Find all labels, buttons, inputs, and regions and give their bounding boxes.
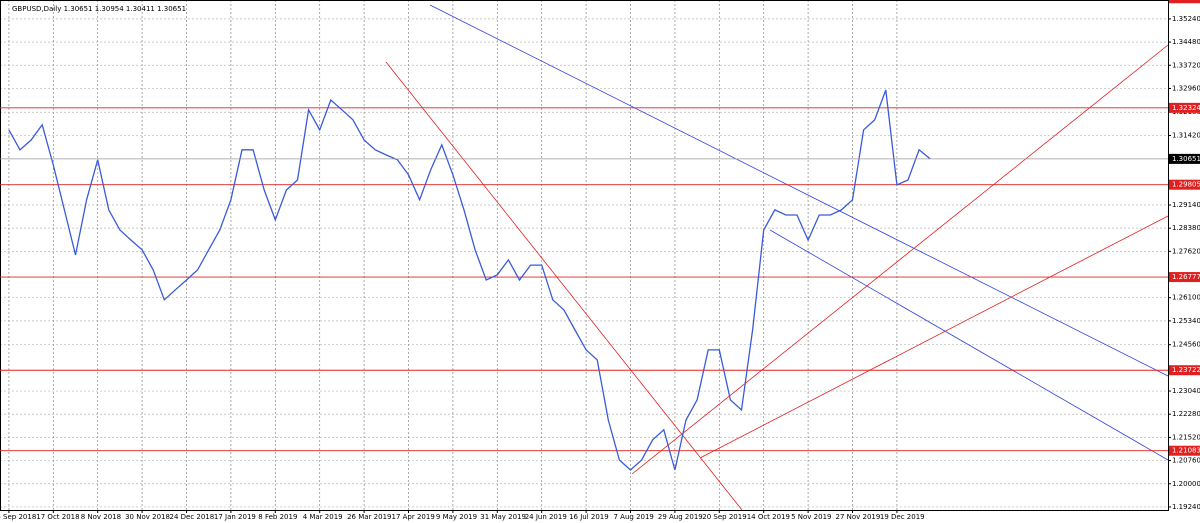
trend-line bbox=[699, 215, 1169, 459]
y-tick-label: 1.33720 bbox=[1172, 61, 1200, 69]
level-label-box bbox=[1169, 445, 1200, 456]
price-line bbox=[8, 89, 931, 471]
x-tick-label: 9 May 2019 bbox=[436, 513, 477, 521]
level-label: 1.26777 bbox=[1172, 273, 1200, 281]
level-label-box bbox=[1169, 365, 1200, 376]
chart-title: GBPUSD,Daily 1.30651 1.30954 1.30411 1.3… bbox=[12, 5, 186, 13]
x-tick-label: 8 Feb 2019 bbox=[258, 513, 297, 521]
level-label-box bbox=[1169, 102, 1200, 113]
level-label-box bbox=[1169, 272, 1200, 283]
x-tick-label: 20 Sep 2019 bbox=[702, 513, 746, 521]
x-tick-label: 7 Aug 2019 bbox=[614, 513, 654, 521]
level-label-box bbox=[1169, 0, 1200, 4]
x-tick-label: 25 Sep 2018 bbox=[0, 513, 36, 521]
y-tick-label: 1.20760 bbox=[1172, 457, 1200, 465]
trend-line bbox=[769, 229, 1169, 461]
level-label: 1.32324 bbox=[1172, 104, 1200, 112]
x-tick-label: 8 Nov 2018 bbox=[81, 513, 121, 521]
x-tick-label: 27 Nov 2019 bbox=[836, 513, 881, 521]
y-tick-label: 1.21520 bbox=[1172, 433, 1200, 441]
y-tick-label: 1.23040 bbox=[1172, 387, 1200, 395]
level-label: 1.29805 bbox=[1172, 181, 1200, 189]
x-tick-label: 26 Mar 2019 bbox=[347, 513, 391, 521]
x-tick-label: 17 Apr 2019 bbox=[392, 513, 435, 521]
y-tick-label: 1.35240 bbox=[1172, 15, 1200, 23]
x-tick-label: 17 Jan 2019 bbox=[214, 513, 256, 521]
grid bbox=[0, 0, 1168, 510]
x-tick-label: 24 Dec 2018 bbox=[170, 513, 215, 521]
last-price-box bbox=[1169, 153, 1200, 164]
trend-line bbox=[429, 4, 1169, 377]
level-label: 1.35918 bbox=[1172, 0, 1200, 2]
x-tick-label: 29 Aug 2019 bbox=[658, 513, 703, 521]
y-tick-label: 1.32960 bbox=[1172, 84, 1200, 92]
trend-line bbox=[631, 44, 1169, 475]
y-tick-label: 1.22280 bbox=[1172, 410, 1200, 418]
x-tick-label: 19 Dec 2019 bbox=[880, 513, 925, 521]
x-tick-label: 4 Mar 2019 bbox=[303, 513, 343, 521]
level-label-box bbox=[1169, 179, 1200, 190]
y-tick-label: 1.24560 bbox=[1172, 341, 1200, 349]
y-tick-label: 1.28380 bbox=[1172, 224, 1200, 232]
plot-border bbox=[0, 0, 1169, 511]
x-tick-label: 5 Nov 2019 bbox=[791, 513, 831, 521]
x-tick-label: 31 May 2019 bbox=[480, 513, 526, 521]
y-tick-label: 1.20000 bbox=[1172, 480, 1200, 488]
x-tick-label: 17 Oct 2018 bbox=[36, 513, 79, 521]
x-tick-label: 14 Oct 2019 bbox=[747, 513, 790, 521]
y-tick-label: 1.25340 bbox=[1172, 317, 1200, 325]
y-tick-label: 1.19240 bbox=[1172, 503, 1200, 511]
x-tick-label: 16 Jul 2019 bbox=[569, 513, 609, 521]
last-price-label: 1.30651 bbox=[1172, 155, 1200, 163]
y-tick-label: 1.27620 bbox=[1172, 247, 1200, 255]
level-label: 1.23722 bbox=[1172, 366, 1200, 374]
level-label: 1.21083 bbox=[1172, 447, 1200, 455]
y-tick-label: 1.34480 bbox=[1172, 38, 1200, 46]
x-tick-label: 30 Nov 2018 bbox=[125, 513, 170, 521]
y-tick-label: 1.29140 bbox=[1172, 201, 1200, 209]
y-tick-label: 1.31420 bbox=[1172, 131, 1200, 139]
x-tick-label: 24 Jun 2019 bbox=[525, 513, 567, 521]
y-tick-label: 1.26100 bbox=[1172, 294, 1200, 302]
